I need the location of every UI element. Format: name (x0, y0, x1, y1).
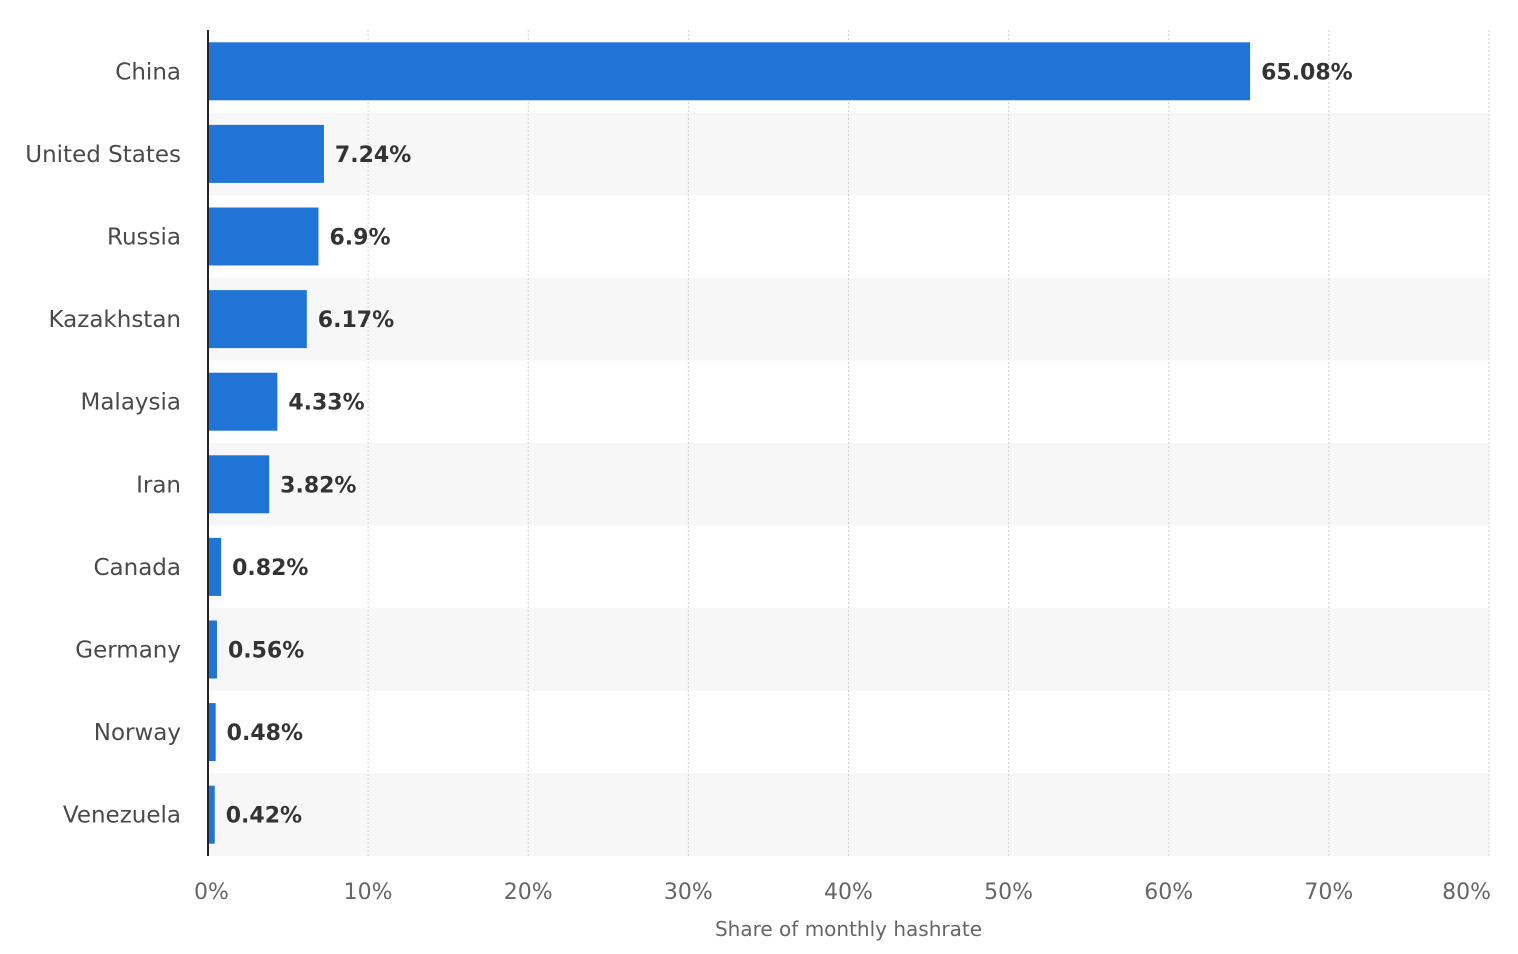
bar-germany (208, 620, 217, 679)
value-label: 7.24% (335, 143, 411, 168)
category-label: Venezuela (63, 803, 181, 829)
category-label: Norway (94, 720, 181, 746)
bar-malaysia (208, 372, 278, 431)
category-label: Canada (93, 555, 181, 581)
x-tick-label: 60% (1144, 880, 1193, 905)
bar-russia (208, 207, 319, 266)
x-tick-label: 0% (194, 880, 229, 905)
x-tick-label: 70% (1304, 880, 1353, 905)
category-label: Kazakhstan (48, 307, 181, 333)
value-label: 6.9% (329, 226, 390, 251)
bar-united-states (208, 124, 324, 183)
bar-china (208, 42, 1251, 101)
x-tick-label: 10% (344, 880, 393, 905)
x-tick-label: 30% (664, 880, 713, 905)
category-labels: China United States Russia Kazakhstan Malays… (25, 59, 181, 828)
value-labels: 65.08% 7.24% 6.9% 6.17% 4.33% 3.82% 0.82% 0.56%… (226, 60, 1353, 828)
category-label: Russia (107, 225, 181, 251)
x-tick-labels: 0% 10% 20% 30% 40% 50% 60% 70% 80% (194, 880, 1491, 905)
bar-canada (208, 537, 222, 596)
value-label: 0.42% (226, 804, 302, 829)
row-stripe (208, 608, 1489, 691)
bar-iran (208, 455, 270, 514)
row-stripes (208, 112, 1489, 856)
value-label: 4.33% (288, 391, 364, 416)
x-tick-label: 50% (984, 880, 1033, 905)
value-label: 0.48% (227, 721, 303, 746)
category-label: Iran (136, 472, 181, 498)
value-label: 65.08% (1261, 60, 1353, 85)
bar-norway (208, 703, 216, 762)
bar-venezuela (208, 785, 215, 844)
gridlines (367, 30, 1490, 856)
value-label: 6.17% (318, 308, 394, 333)
x-tick-label: 80% (1442, 880, 1491, 905)
value-label: 0.82% (232, 556, 308, 581)
x-tick-label: 20% (504, 880, 553, 905)
category-label: Malaysia (80, 390, 181, 416)
value-label: 0.56% (228, 639, 304, 664)
x-axis-title: Share of monthly hashrate (715, 917, 982, 941)
value-label: 3.82% (280, 473, 356, 498)
category-label: China (115, 59, 181, 85)
bars (208, 42, 1251, 844)
x-tick-label: 40% (824, 880, 873, 905)
category-label: Germany (75, 638, 181, 664)
bar-kazakhstan (208, 290, 307, 349)
category-label: United States (25, 142, 181, 168)
